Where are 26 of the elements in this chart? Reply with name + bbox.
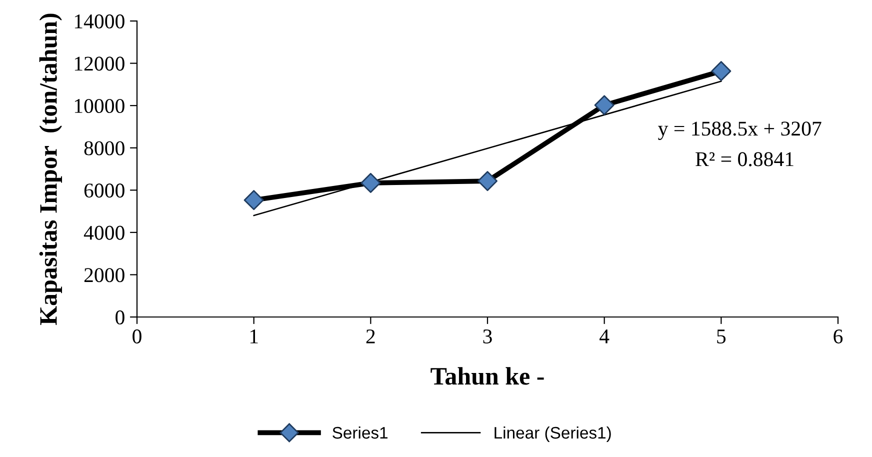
y-tick-label: 6000 (84, 184, 124, 198)
x-axis-title: Tahun ke - (430, 367, 544, 385)
x-tick-label: 0 (132, 329, 142, 344)
x-tick-label: 2 (366, 329, 375, 344)
x-tick-label: 1 (250, 330, 258, 344)
y-tick-label: 12000 (74, 56, 124, 71)
y-tick-label: 4000 (84, 226, 124, 240)
y-tick-label: 14000 (74, 14, 124, 28)
y-tick-label: 10000 (74, 98, 124, 114)
point (594, 95, 614, 116)
point (477, 171, 498, 192)
y-tick-label: 2000 (84, 268, 124, 282)
y-axis-title: Kapasitas Impor (ton/tahun) (39, 14, 62, 325)
y-tick-label: 8000 (84, 141, 124, 156)
y-tick-label: 0 (116, 310, 124, 324)
point (244, 190, 264, 210)
annotation: y = 1588.5x + 3207 (658, 122, 822, 140)
x-tick-label: 4 (600, 330, 610, 344)
point (711, 61, 732, 82)
annotation: R² = 0.8841 (696, 152, 794, 166)
point (360, 172, 381, 193)
legend-label: Linear (Series1) (494, 426, 611, 442)
x-tick-label: 3 (483, 329, 492, 344)
x-tick-label: 6 (834, 329, 843, 344)
legend-label: Series1 (332, 426, 388, 439)
x-tick-label: 5 (717, 330, 726, 344)
